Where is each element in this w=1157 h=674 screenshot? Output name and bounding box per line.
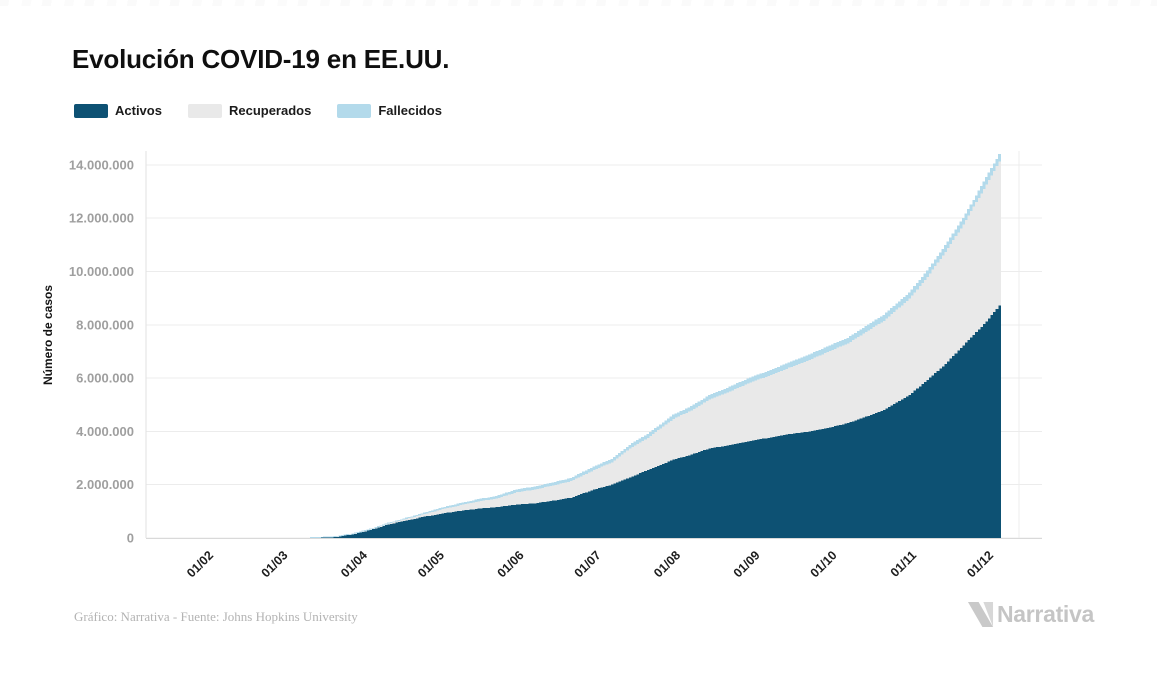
narrativa-logo: Narrativa (967, 601, 1094, 628)
area-recuperados (333, 161, 1001, 538)
x-tick-label: 01/08 (651, 548, 683, 580)
x-tick-label: 01/07 (572, 548, 604, 580)
x-tick-label: 01/09 (731, 548, 763, 580)
y-tick-label: 14.000.000 (69, 157, 134, 172)
narrativa-logo-icon (967, 601, 994, 628)
y-tick-label: 12.000.000 (69, 211, 134, 226)
y-tick-label: 8.000.000 (76, 317, 134, 332)
x-tick-label: 01/11 (888, 548, 920, 580)
legend-item: Activos (74, 103, 162, 118)
y-axis-title: Número de casos (41, 285, 55, 385)
source-credit: Gráfico: Narrativa - Fuente: Johns Hopki… (74, 609, 358, 624)
top-edge-artifact (0, 0, 1157, 6)
legend-label: Activos (115, 103, 162, 118)
x-tick-label: 01/05 (415, 548, 447, 580)
legend-swatch (74, 103, 108, 118)
legend-item: Fallecidos (337, 103, 442, 118)
legend-label: Fallecidos (378, 103, 442, 118)
chart-title: Evolución COVID-19 en EE.UU. (72, 44, 450, 74)
x-tick-label: 01/06 (495, 548, 527, 580)
x-tick-label: 01/02 (184, 548, 216, 580)
y-tick-label: 10.000.000 (69, 264, 134, 279)
x-tick-label: 01/03 (259, 548, 291, 580)
area-activos (307, 305, 1001, 538)
y-tick-label: 4.000.000 (76, 424, 134, 439)
legend-swatch (337, 103, 372, 118)
y-tick-label: 6.000.000 (76, 371, 134, 386)
legend-label: Recuperados (228, 103, 312, 118)
legend-item: Recuperados (187, 103, 312, 118)
area-fallecidos (310, 154, 1001, 538)
x-tick-label: 01/12 (964, 548, 996, 580)
x-tick-label: 01/10 (808, 548, 840, 580)
legend-swatch (187, 103, 222, 118)
x-tick-label: 01/04 (338, 548, 370, 580)
y-tick-label: 2.000.000 (76, 477, 134, 492)
narrativa-logo-text: Narrativa (996, 601, 1094, 627)
legend: Activos Recuperados Fallecidos (74, 103, 442, 118)
y-tick-label: 0 (127, 531, 134, 546)
